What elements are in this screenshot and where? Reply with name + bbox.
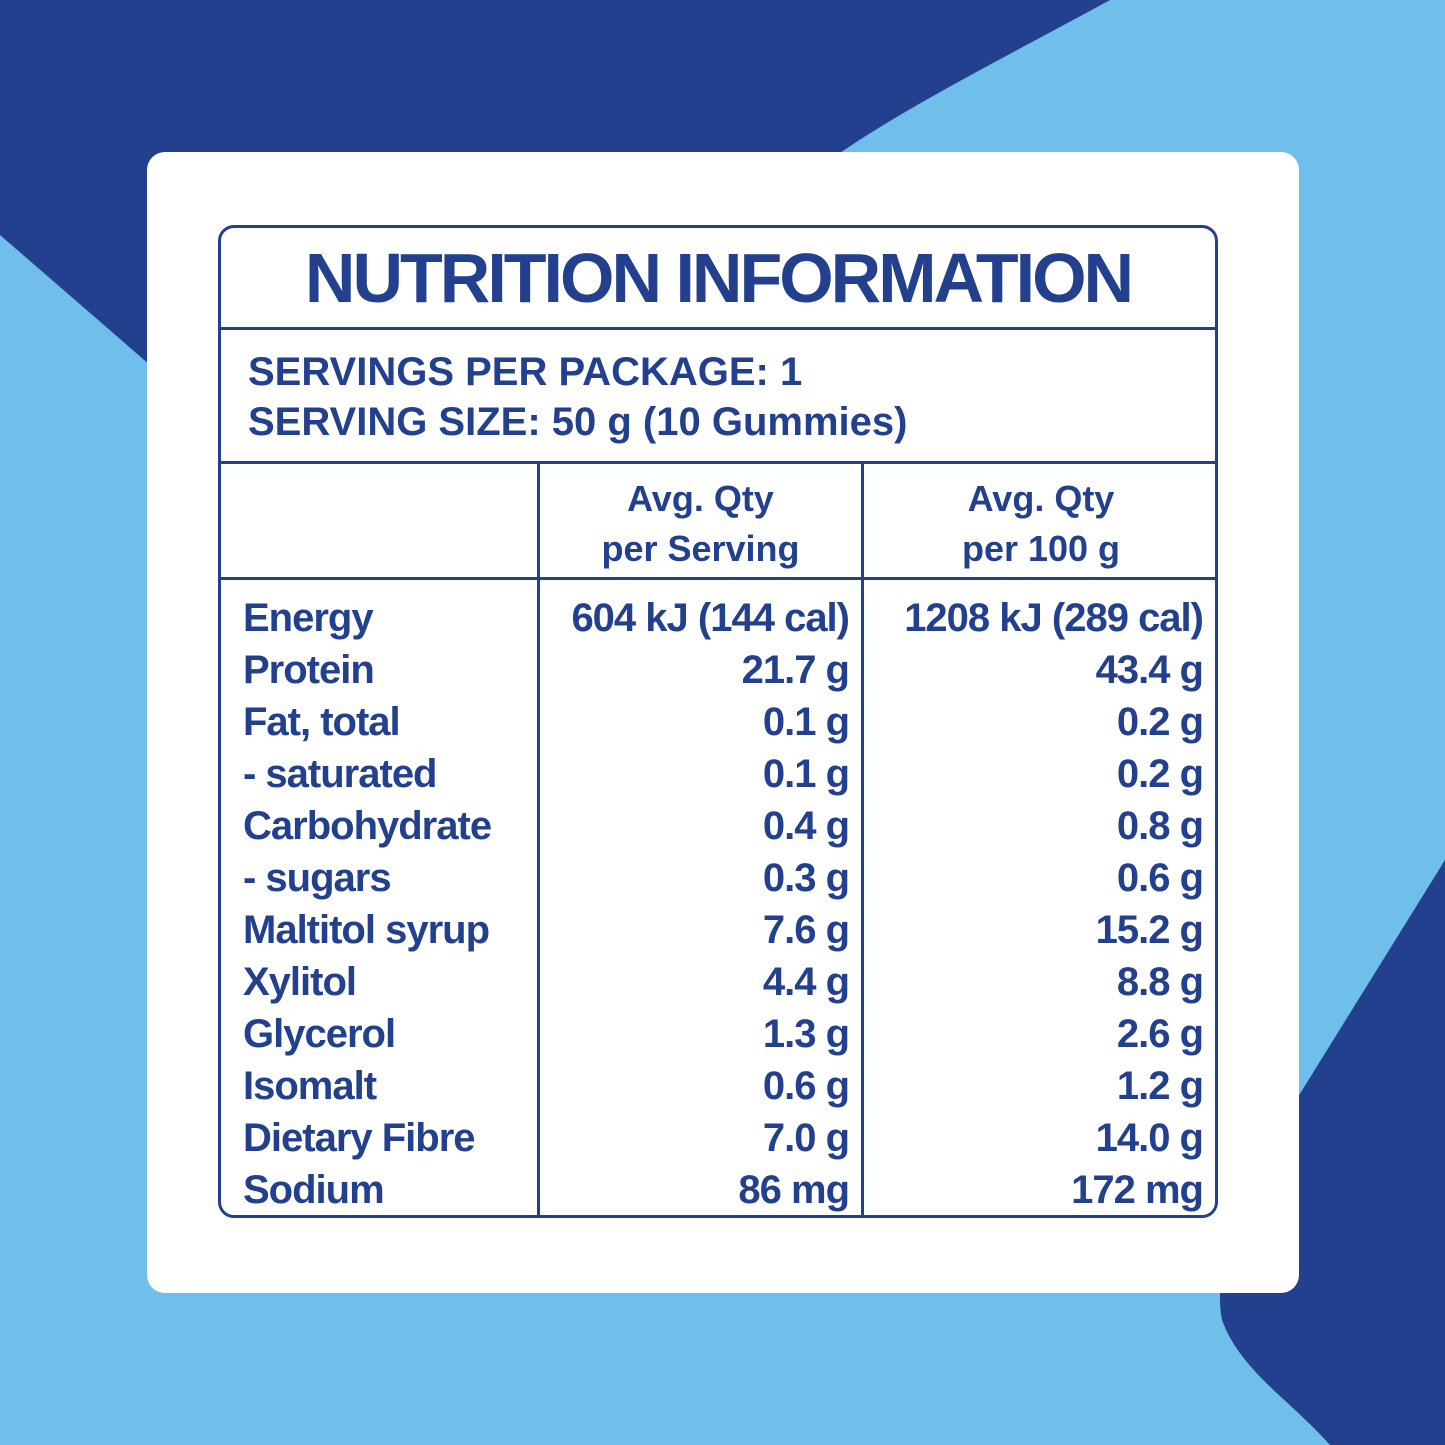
servings-per-package: SERVINGS PER PACKAGE: 1 bbox=[248, 350, 803, 394]
table-row: Protein 21.7 g 43.4 g bbox=[221, 644, 1215, 696]
table-row: Xylitol 4.4 g 8.8 g bbox=[221, 956, 1215, 1008]
per-100g-value: 15.2 g bbox=[1095, 908, 1204, 952]
nutrient-name: Xylitol bbox=[243, 960, 357, 1004]
column-divider bbox=[537, 464, 540, 1215]
per-100g-value: 43.4 g bbox=[1095, 648, 1204, 692]
table-row: Fat, total 0.1 g 0.2 g bbox=[221, 696, 1215, 748]
label-card bbox=[147, 152, 1299, 1293]
per-serving-value: 604 kJ (144 cal) bbox=[571, 596, 850, 640]
per-serving-value: 7.6 g bbox=[762, 908, 850, 952]
table-row: Sodium 86 mg 172 mg bbox=[221, 1164, 1215, 1215]
per-serving-value: 86 mg bbox=[738, 1168, 850, 1212]
per-100g-value: 0.2 g bbox=[1116, 700, 1204, 744]
per-serving-value: 21.7 g bbox=[741, 648, 850, 692]
table-row: Energy 604 kJ (144 cal) 1208 kJ (289 cal… bbox=[221, 592, 1215, 644]
per-serving-header: Avg. Qty per Serving bbox=[601, 478, 800, 569]
nutrient-name: - sugars bbox=[243, 856, 392, 900]
table-row: Dietary Fibre 7.0 g 14.0 g bbox=[221, 1112, 1215, 1164]
per-serving-value: 0.1 g bbox=[762, 752, 850, 796]
per-serving-value: 0.6 g bbox=[762, 1064, 850, 1108]
per-serving-value: 7.0 g bbox=[762, 1116, 850, 1160]
per-100g-value: 1208 kJ (289 cal) bbox=[904, 596, 1204, 640]
nutrient-name: Dietary Fibre bbox=[243, 1116, 476, 1160]
nutrient-name: Protein bbox=[243, 648, 375, 692]
per-100g-value: 2.6 g bbox=[1116, 1012, 1204, 1056]
table-row: Carbohydrate 0.4 g 0.8 g bbox=[221, 800, 1215, 852]
per-serving-value: 4.4 g bbox=[762, 960, 850, 1004]
table-row: Glycerol 1.3 g 2.6 g bbox=[221, 1008, 1215, 1060]
per-100g-value: 8.8 g bbox=[1116, 960, 1204, 1004]
per-100g-value: 172 mg bbox=[1071, 1168, 1204, 1212]
table-row: Isomalt 0.6 g 1.2 g bbox=[221, 1060, 1215, 1112]
per-100g-header: Avg. Qty per 100 g bbox=[961, 478, 1121, 569]
nutrient-rows: Energy 604 kJ (144 cal) 1208 kJ (289 cal… bbox=[221, 592, 1215, 1215]
per-100g-value: 0.2 g bbox=[1116, 752, 1204, 796]
per-100g-value: 0.6 g bbox=[1116, 856, 1204, 900]
per-100g-value: 0.8 g bbox=[1116, 804, 1204, 848]
per-100g-value: 14.0 g bbox=[1095, 1116, 1204, 1160]
nutrient-name: Fat, total bbox=[243, 700, 401, 744]
panel-title: NUTRITION INFORMATION bbox=[221, 228, 1215, 330]
nutrient-name: Carbohydrate bbox=[243, 804, 492, 848]
table-row: Maltitol syrup 7.6 g 15.2 g bbox=[221, 904, 1215, 956]
nutrient-name: Sodium bbox=[243, 1168, 385, 1212]
servings-info: SERVINGS PER PACKAGE: 1 SERVING SIZE: 50… bbox=[221, 330, 1215, 464]
nutrient-name: Energy bbox=[243, 596, 374, 640]
per-serving-value: 0.4 g bbox=[762, 804, 850, 848]
per-serving-value: 1.3 g bbox=[762, 1012, 850, 1056]
per-serving-value: 0.1 g bbox=[762, 700, 850, 744]
nutrient-name: Maltitol syrup bbox=[243, 908, 490, 952]
column-divider bbox=[861, 464, 864, 1215]
table-row: - saturated 0.1 g 0.2 g bbox=[221, 748, 1215, 800]
column-header-row: Avg. Qty per Serving Avg. Qty per 100 g bbox=[221, 464, 1215, 580]
nutrition-panel: NUTRITION INFORMATION SERVINGS PER PACKA… bbox=[218, 225, 1218, 1218]
per-100g-value: 1.2 g bbox=[1116, 1064, 1204, 1108]
per-serving-value: 0.3 g bbox=[762, 856, 850, 900]
table-row: - sugars 0.3 g 0.6 g bbox=[221, 852, 1215, 904]
nutrient-name: Glycerol bbox=[243, 1012, 396, 1056]
nutrient-name: - saturated bbox=[243, 752, 437, 796]
bottom-right-dark-shape bbox=[1219, 860, 1445, 1445]
nutrient-name: Isomalt bbox=[243, 1064, 377, 1108]
serving-size: SERVING SIZE: 50 g (10 Gummies) bbox=[248, 400, 908, 444]
